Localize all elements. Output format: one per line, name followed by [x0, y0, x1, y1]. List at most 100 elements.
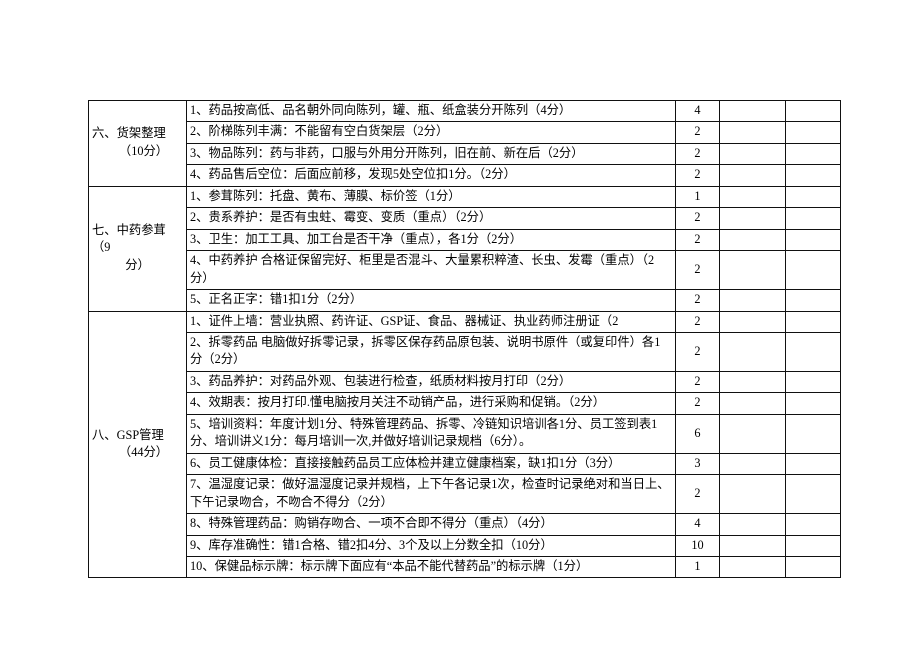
deduction-cell[interactable] [719, 228, 786, 252]
checklist-item-text: 6、员工健康体检：直接接触药品员工应体检并建立健康档案，缺1扣1分（3分） [186, 452, 676, 476]
deduction-cell[interactable] [719, 185, 786, 209]
remark-cell[interactable] [785, 121, 841, 144]
deduction-cell[interactable] [719, 474, 786, 515]
score-value: 3 [675, 452, 720, 476]
checklist-item-text: 4、效期表：按月打印.懂电脑按月关注不动销产品，进行采购和促销。（2分） [186, 392, 676, 415]
table-row: 4、中药养护 合格证保留完好、柜里是否混斗、大量累积粹渣、长虫、发霉（重点）（2… [89, 250, 841, 291]
checklist-item-text: 1、药品按高低、品名朝外同向陈列，罐、瓶、纸盒装分开陈列（4分） [186, 99, 676, 123]
deduction-cell[interactable] [719, 555, 786, 579]
remark-cell[interactable] [785, 164, 841, 187]
deduction-cell[interactable] [719, 452, 786, 476]
remark-cell[interactable] [785, 289, 841, 312]
remark-cell[interactable] [785, 185, 841, 209]
deduction-cell[interactable] [719, 250, 786, 291]
table-row: 5、培训资料：年度计划1分、特殊管理药品、拆零、冷链知识培训各1分、员工签到表1… [89, 413, 841, 454]
score-value: 6 [675, 413, 720, 454]
remark-cell[interactable] [785, 331, 841, 372]
deduction-cell[interactable] [719, 513, 786, 536]
remark-cell[interactable] [785, 555, 841, 579]
score-value: 4 [675, 99, 720, 123]
table-row: 2、贵系养护：是否有虫蛀、霉变、变质（重点）（2分） 2 [89, 207, 841, 230]
section-label-section-8: 八、GSP管理 （44分） [88, 310, 187, 579]
score-value: 2 [675, 392, 720, 415]
score-value: 2 [675, 228, 720, 252]
checklist-item-text: 5、正名正字：错1扣1分（2分） [186, 289, 676, 312]
deduction-cell[interactable] [719, 142, 786, 166]
remark-cell[interactable] [785, 370, 841, 394]
section-points: （10分） [118, 143, 169, 158]
table-row: 2、阶梯陈列丰满：不能留有空白货架层（2分） 2 [89, 121, 841, 144]
checklist-item-text: 1、参茸陈列：托盘、黄布、薄膜、标价签（1分） [186, 185, 676, 209]
table-row: 6、员工健康体检：直接接触药品员工应体检并建立健康档案，缺1扣1分（3分） 3 [89, 452, 841, 476]
remark-cell[interactable] [785, 250, 841, 291]
table-row: 7、温湿度记录：做好温湿度记录并规档，上下午各记录1次，检查时记录绝对和当日上、… [89, 474, 841, 515]
table-row: 5、正名正字：错1扣1分（2分） 2 [89, 289, 841, 312]
score-value: 2 [675, 289, 720, 312]
score-value: 2 [675, 250, 720, 291]
checklist-item-text: 2、拆零药品 电脑做好拆零记录，拆零区保存药品原包装、说明书原件（或复印件）各1… [186, 331, 676, 372]
deduction-cell[interactable] [719, 413, 786, 454]
checklist-item-text: 4、中药养护 合格证保留完好、柜里是否混斗、大量累积粹渣、长虫、发霉（重点）（2… [186, 250, 676, 291]
checklist-item-text: 1、证件上墙：营业执照、药许证、GSP证、食品、器械证、执业药师注册证（2 [186, 310, 676, 333]
score-value: 2 [675, 164, 720, 187]
score-value: 2 [675, 474, 720, 515]
checklist-sheet: 六、货架整理 （10分） 1、药品按高低、品名朝外同向陈列，罐、瓶、纸盒装分开陈列（… [88, 99, 841, 579]
score-value: 2 [675, 142, 720, 166]
checklist-item-text: 7、温湿度记录：做好温湿度记录并规档，上下午各记录1次，检查时记录绝对和当日上、… [186, 474, 676, 515]
table-row: 9、库存准确性：错1合格、错2扣4分、3个及以上分数全扣（10分） 10 [89, 534, 841, 557]
score-value: 2 [675, 310, 720, 333]
checklist-item-text: 3、药品养护：对药品外观、包装进行检查，纸质材料按月打印（2分） [186, 370, 676, 394]
remark-cell[interactable] [785, 452, 841, 476]
section-title: 七、中药参茸（9 [92, 222, 166, 255]
checklist-item-text: 3、物品陈列：药与非药，口服与外用分开陈列，旧在前、新在后（2分） [186, 142, 676, 166]
deduction-cell[interactable] [719, 370, 786, 394]
deduction-cell[interactable] [719, 207, 786, 230]
score-value: 2 [675, 370, 720, 394]
section-label-section-7: 七、中药参茸（9 分） [88, 185, 187, 312]
deduction-cell[interactable] [719, 121, 786, 144]
checklist-item-text: 5、培训资料：年度计划1分、特殊管理药品、拆零、冷链知识培训各1分、员工签到表1… [186, 413, 676, 454]
section-label-section-6: 六、货架整理 （10分） [88, 100, 187, 187]
table-row: 八、GSP管理 （44分） 1、证件上墙：营业执照、药许证、GSP证、食品、器械证、… [88, 310, 841, 579]
remark-cell[interactable] [785, 534, 841, 557]
checklist-item-text: 9、库存准确性：错1合格、错2扣4分、3个及以上分数全扣（10分） [186, 534, 676, 557]
score-value: 2 [675, 121, 720, 144]
table-row: 10、保健品标示牌：标示牌下面应有“本品不能代替药品”的标示牌（1分） 1 [89, 555, 841, 579]
table-row: 3、物品陈列：药与非药，口服与外用分开陈列，旧在前、新在后（2分） 2 [89, 142, 841, 166]
checklist-item-text: 2、阶梯陈列丰满：不能留有空白货架层（2分） [186, 121, 676, 144]
remark-cell[interactable] [785, 142, 841, 166]
checklist-item-text: 8、特殊管理药品：购销存吻合、一项不合即不得分（重点）（4分） [186, 513, 676, 536]
table-row: 3、卫生：加工工具、加工台是否干净（重点），各1分（2分） 2 [89, 228, 841, 252]
remark-cell[interactable] [785, 207, 841, 230]
score-value: 4 [675, 513, 720, 536]
checklist-item-text: 3、卫生：加工工具、加工台是否干净（重点），各1分（2分） [186, 228, 676, 252]
remark-cell[interactable] [785, 228, 841, 252]
remark-cell[interactable] [785, 474, 841, 515]
table-row: 七、中药参茸（9 分） 1、参茸陈列：托盘、黄布、薄膜、标价签（1分） 1 [88, 185, 841, 312]
remark-cell[interactable] [785, 99, 841, 123]
deduction-cell[interactable] [719, 310, 786, 333]
score-value: 2 [675, 331, 720, 372]
inspection-table: 六、货架整理 （10分） 1、药品按高低、品名朝外同向陈列，罐、瓶、纸盒装分开陈列（… [88, 99, 841, 579]
table-row: 2、拆零药品 电脑做好拆零记录，拆零区保存药品原包装、说明书原件（或复印件）各1… [89, 331, 841, 372]
deduction-cell[interactable] [719, 331, 786, 372]
table-row: 8、特殊管理药品：购销存吻合、一项不合即不得分（重点）（4分） 4 [89, 513, 841, 536]
deduction-cell[interactable] [719, 164, 786, 187]
table-row: 3、药品养护：对药品外观、包装进行检查，纸质材料按月打印（2分） 2 [89, 370, 841, 394]
section-title: 八、GSP管理 [92, 427, 164, 442]
remark-cell[interactable] [785, 413, 841, 454]
deduction-cell[interactable] [719, 99, 786, 123]
remark-cell[interactable] [785, 513, 841, 536]
table-body: 六、货架整理 （10分） 1、药品按高低、品名朝外同向陈列，罐、瓶、纸盒装分开陈列（… [88, 99, 841, 579]
deduction-cell[interactable] [719, 289, 786, 312]
section-points: （44分） [118, 444, 169, 459]
score-value: 10 [675, 534, 720, 557]
checklist-item-text: 10、保健品标示牌：标示牌下面应有“本品不能代替药品”的标示牌（1分） [186, 555, 676, 579]
score-value: 2 [675, 207, 720, 230]
remark-cell[interactable] [785, 392, 841, 415]
remark-cell[interactable] [785, 310, 841, 333]
deduction-cell[interactable] [719, 534, 786, 557]
deduction-cell[interactable] [719, 392, 786, 415]
score-value: 1 [675, 185, 720, 209]
